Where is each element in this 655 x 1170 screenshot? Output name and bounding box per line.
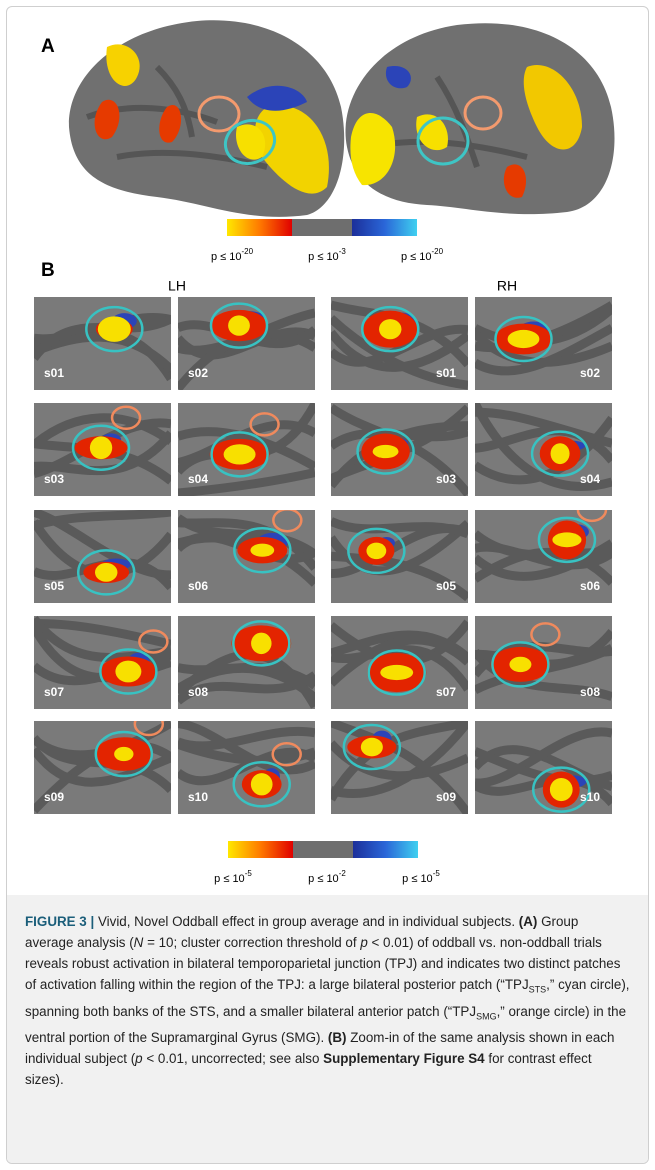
activation [508, 330, 540, 348]
subject-label: s03 [44, 472, 64, 486]
subject-label: s08 [188, 685, 208, 699]
hemisphere-label: LH [168, 278, 186, 294]
caption-text: p [360, 935, 367, 950]
caption-text: p [135, 1051, 142, 1066]
activation [361, 738, 383, 757]
caption-text: STS [529, 985, 547, 995]
colorbar-label-base: p ≤ 10 [308, 873, 339, 885]
subject-label: s03 [436, 472, 456, 486]
activation [95, 563, 117, 582]
subject-label: s10 [580, 790, 600, 804]
subject-label: s05 [44, 579, 64, 593]
colorbar-label-base: p ≤ 10 [211, 251, 242, 263]
colorbar-label-exponent: -20 [431, 247, 443, 256]
colorbar-label: p ≤ 10-20 [401, 247, 444, 263]
brain-left [69, 20, 344, 217]
subject-label: s09 [436, 790, 456, 804]
hemisphere-label: RH [497, 278, 517, 294]
caption-text: N [134, 935, 144, 950]
caption-text: SMG [476, 1011, 497, 1021]
subject-label: s02 [580, 366, 600, 380]
activation [90, 436, 112, 459]
subject-label: s04 [580, 472, 600, 486]
caption-text: < 0.01, uncorrected; see also [143, 1051, 324, 1066]
subject-label: s07 [436, 685, 456, 699]
colorbar-label-base: p ≤ 10 [308, 251, 339, 263]
caption: FIGURE 3 | Vivid, Novel Oddball effect i… [7, 895, 648, 1163]
activation [379, 319, 401, 339]
subject-label: s10 [188, 790, 208, 804]
colorbar-label: p ≤ 10-5 [214, 869, 252, 885]
activation [228, 315, 250, 335]
colorbar-label-exponent: -20 [241, 247, 253, 256]
brain-right [345, 23, 614, 214]
subject-label: s06 [580, 579, 600, 593]
subject-label: s06 [188, 579, 208, 593]
activation [115, 661, 141, 683]
activation [250, 544, 274, 557]
subject-label: s08 [580, 685, 600, 699]
activation [373, 445, 399, 458]
colorbar [228, 841, 418, 858]
colorbar-label-base: p ≤ 10 [402, 873, 433, 885]
activation [552, 532, 581, 547]
activation [251, 633, 271, 654]
activation [550, 778, 573, 801]
colorbar-label-base: p ≤ 10 [401, 251, 432, 263]
caption-text: Supplementary Figure S4 [323, 1051, 484, 1066]
caption-text: FIGURE 3 | [25, 914, 94, 929]
subject-label: s02 [188, 366, 208, 380]
activation [551, 443, 570, 464]
subject-label: s07 [44, 685, 64, 699]
colorbar-label-exponent: -2 [339, 869, 347, 878]
colorbar-label: p ≤ 10-20 [211, 247, 254, 263]
colorbar-label: p ≤ 10-5 [402, 869, 440, 885]
caption-text: (A) [519, 914, 538, 929]
subject-label: s04 [188, 472, 208, 486]
activation [366, 543, 386, 560]
figure: A B LH RH p ≤ 10-20p ≤ 10-3p ≤ 10-20p ≤ [6, 6, 649, 1164]
colorbar-label-exponent: -3 [339, 247, 347, 256]
colorbar-label: p ≤ 10-2 [308, 869, 346, 885]
caption-text: (B) [328, 1030, 347, 1045]
caption-text: = 10; cluster correction threshold of [143, 935, 360, 950]
activation [509, 657, 531, 672]
activation [380, 665, 413, 680]
colorbar [227, 219, 417, 236]
subject-label: s01 [436, 366, 456, 380]
caption-text: Vivid, Novel Oddball effect in group ave… [94, 914, 519, 929]
activation [224, 444, 256, 464]
activation [251, 773, 273, 795]
colorbar-label: p ≤ 10-3 [308, 247, 346, 263]
colorbar-label-base: p ≤ 10 [214, 873, 245, 885]
activation [114, 747, 133, 761]
subject-label: s09 [44, 790, 64, 804]
colorbar-label-exponent: -5 [433, 869, 441, 878]
subject-label: s01 [44, 366, 64, 380]
colorbar-label-exponent: -5 [245, 869, 253, 878]
panel-label: A [41, 36, 55, 57]
activation [98, 316, 131, 342]
panel-label: B [41, 260, 55, 281]
subject-label: s05 [436, 579, 456, 593]
